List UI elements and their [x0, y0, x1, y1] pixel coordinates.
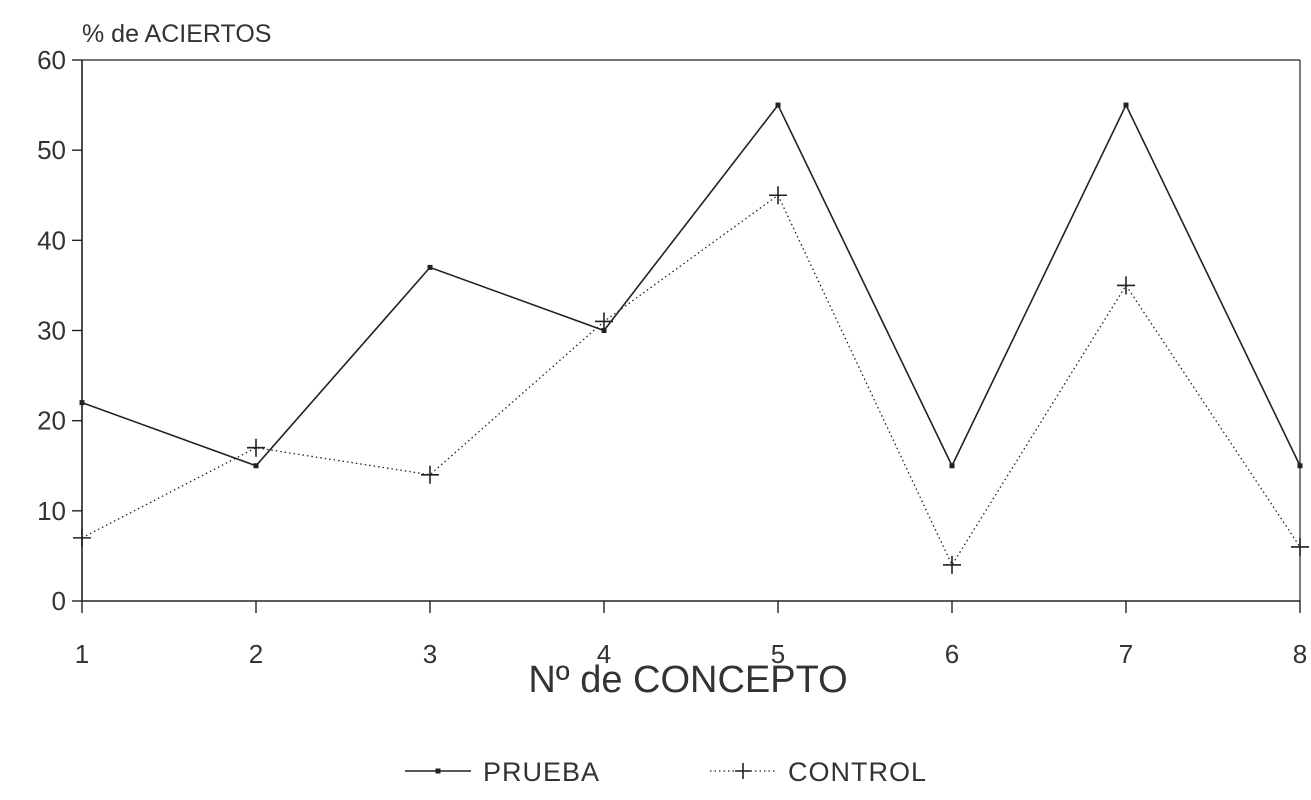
- y-axis-label: % de ACIERTOS: [82, 20, 271, 48]
- y-tick-label: 60: [37, 45, 66, 75]
- legend-label: PRUEBA: [483, 757, 600, 787]
- series-line: [81, 194, 1301, 567]
- legend-item-control: CONTROL: [710, 757, 927, 787]
- legend-label: CONTROL: [788, 757, 927, 787]
- series-line: [81, 103, 1301, 468]
- data-point: [1123, 102, 1129, 108]
- legend-item-prueba: PRUEBA: [405, 757, 600, 787]
- x-tick-label: 4: [597, 639, 611, 669]
- data-point: [601, 328, 607, 333]
- data-point: [247, 438, 265, 457]
- legend-marker: [435, 768, 441, 774]
- x-tick-label: 3: [423, 639, 437, 669]
- y-axis-ticks: 0 10 20 30 40 50 60: [37, 45, 82, 616]
- data-point: [775, 102, 781, 108]
- data-point: [73, 528, 91, 547]
- x-axis-ticks: 1 2 3 4 5 6 7 8: [75, 601, 1307, 669]
- x-tick-label: 8: [1293, 639, 1307, 669]
- x-tick-label: 6: [945, 639, 959, 669]
- data-point: [1297, 463, 1303, 469]
- plot-frame: [81, 59, 1301, 602]
- data-point: [595, 312, 613, 331]
- y-tick-label: 10: [37, 496, 66, 526]
- legend: PRUEBA CONTROL: [405, 757, 927, 787]
- data-point: [769, 186, 787, 205]
- series-layer: [73, 102, 1309, 574]
- x-tick-label: 1: [75, 639, 89, 669]
- data-point: [1117, 276, 1135, 295]
- x-axis-label: Nº de CONCEPTO: [528, 659, 847, 701]
- y-tick-label: 20: [37, 406, 66, 436]
- x-tick-label: 2: [249, 639, 263, 669]
- y-tick-label: 30: [37, 316, 66, 346]
- data-point: [253, 463, 259, 469]
- x-tick-label: 7: [1119, 639, 1133, 669]
- data-point: [79, 400, 85, 406]
- series-prueba: [79, 102, 1303, 469]
- y-tick-label: 0: [52, 586, 66, 616]
- data-point: [943, 555, 961, 574]
- series-control: [73, 186, 1309, 574]
- legend-marker: [735, 763, 751, 779]
- y-tick-label: 50: [37, 135, 66, 165]
- data-point: [949, 463, 955, 469]
- data-point: [1291, 537, 1309, 556]
- y-tick-label: 40: [37, 225, 66, 255]
- x-tick-label: 5: [771, 639, 785, 669]
- data-point: [421, 465, 439, 484]
- data-point: [427, 264, 433, 270]
